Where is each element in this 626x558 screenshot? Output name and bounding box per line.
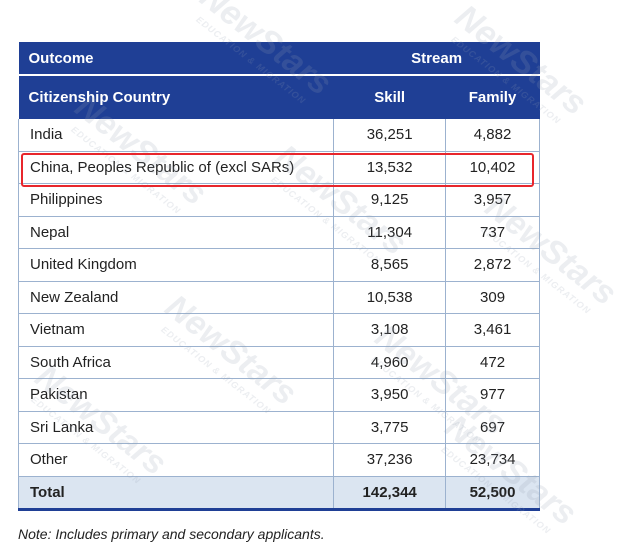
- family-cell: 10,402: [445, 151, 540, 184]
- total-label: Total: [17, 476, 335, 511]
- citizenship-outcome-table: Outcome Stream Citizenship Country Skill…: [17, 42, 540, 511]
- stream-header: Stream: [333, 42, 540, 76]
- skill-cell: 8,565: [333, 248, 447, 282]
- table-row: Nepal 11,304 737: [17, 216, 540, 249]
- family-cell: 4,882: [445, 119, 540, 152]
- skill-cell: 3,775: [333, 411, 447, 444]
- table-row: Pakistan 3,950 977: [17, 378, 540, 412]
- table-row: Sri Lanka 3,775 697: [17, 411, 540, 444]
- table-row: Vietnam 3,108 3,461: [17, 313, 540, 347]
- table-row: South Africa 4,960 472: [17, 346, 540, 379]
- country-cell: South Africa: [17, 346, 335, 379]
- citizenship-country-header: Citizenship Country: [18, 75, 334, 119]
- family-cell: 472: [445, 346, 540, 379]
- total-row: Total 142,344 52,500: [17, 476, 540, 511]
- family-cell: 737: [445, 216, 540, 249]
- skill-cell: 4,960: [333, 346, 447, 379]
- skill-cell: 11,304: [333, 216, 447, 249]
- skill-cell: 3,950: [333, 378, 447, 412]
- country-cell: Nepal: [17, 216, 335, 249]
- table-row: United Kingdom 8,565 2,872: [17, 248, 540, 282]
- total-family-cell: 52,500: [445, 476, 540, 511]
- table-row: New Zealand 10,538 309: [17, 281, 540, 314]
- family-cell: 3,461: [445, 313, 540, 347]
- table-row: Philippines 9,125 3,957: [17, 183, 540, 217]
- family-cell: 697: [445, 411, 540, 444]
- skill-cell: 10,538: [333, 281, 447, 314]
- table-row: China, Peoples Republic of (excl SARs) 1…: [17, 151, 540, 184]
- country-cell: Other: [17, 443, 335, 477]
- family-cell: 3,957: [445, 183, 540, 217]
- family-cell: 977: [445, 378, 540, 412]
- country-cell: Philippines: [17, 183, 335, 217]
- family-cell: 309: [445, 281, 540, 314]
- table-row: Other 37,236 23,734: [17, 443, 540, 477]
- skill-cell: 37,236: [333, 443, 447, 477]
- outcome-header: Outcome: [18, 42, 334, 76]
- skill-cell: 36,251: [333, 119, 447, 152]
- skill-header: Skill: [333, 75, 446, 119]
- country-cell: China, Peoples Republic of (excl SARs): [17, 151, 335, 184]
- family-header: Family: [445, 75, 540, 119]
- table-note: Note: Includes primary and secondary app…: [18, 526, 325, 542]
- skill-cell: 13,532: [333, 151, 447, 184]
- country-cell: New Zealand: [17, 281, 335, 314]
- country-cell: Sri Lanka: [17, 411, 335, 444]
- family-cell: 23,734: [445, 443, 540, 477]
- country-cell: Vietnam: [17, 313, 335, 347]
- country-cell: Pakistan: [17, 378, 335, 412]
- country-cell: United Kingdom: [17, 248, 335, 282]
- table-row: India 36,251 4,882: [17, 119, 540, 152]
- country-cell: India: [17, 119, 335, 152]
- total-skill-cell: 142,344: [333, 476, 447, 511]
- skill-cell: 9,125: [333, 183, 447, 217]
- skill-cell: 3,108: [333, 313, 447, 347]
- family-cell: 2,872: [445, 248, 540, 282]
